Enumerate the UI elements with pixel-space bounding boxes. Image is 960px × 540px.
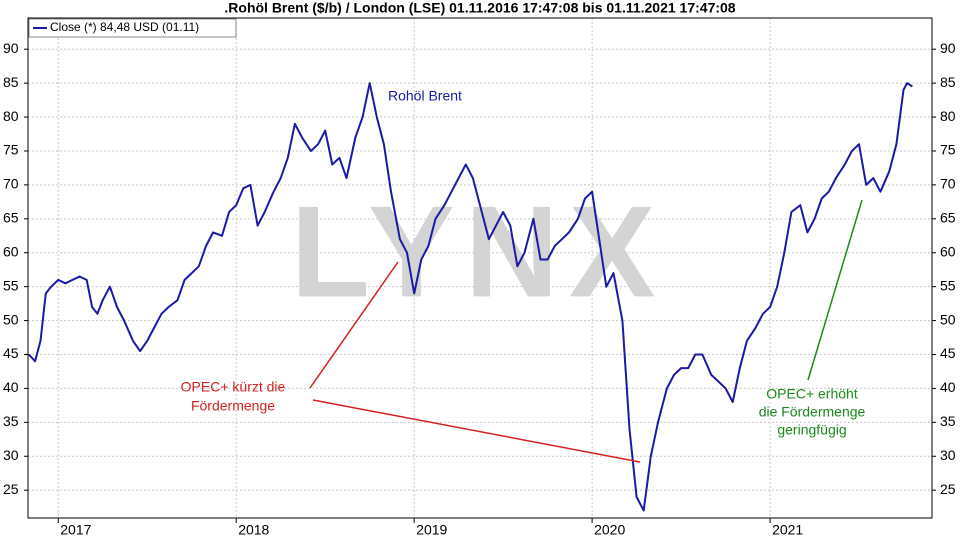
y-tick-label: 35 — [3, 413, 19, 429]
legend-box — [28, 18, 237, 38]
y2-tick-label: 80 — [940, 108, 956, 124]
y2-tick-label: 30 — [940, 447, 956, 463]
plot-area — [28, 82, 913, 512]
y-tick-label: 40 — [3, 379, 19, 395]
y-tick-label: 85 — [3, 74, 19, 90]
annotation-arrow — [309, 261, 399, 389]
y2-tick-label: 60 — [940, 243, 956, 259]
price-line — [28, 82, 913, 512]
y-tick-label: 75 — [3, 142, 19, 158]
y2-tick-label: 75 — [940, 142, 956, 158]
y-tick-label: 90 — [3, 40, 19, 56]
annotation: geringfügig — [777, 422, 846, 438]
y-tick-label: 65 — [3, 210, 19, 226]
annotation: die Fördermenge — [759, 404, 866, 420]
y2-tick-label: 55 — [940, 277, 956, 293]
x-tick-label: 2018 — [238, 522, 269, 538]
y2-tick-label: 45 — [940, 345, 956, 361]
grid — [28, 18, 932, 518]
y-tick-label: 25 — [3, 481, 19, 497]
y2-tick-label: 85 — [940, 74, 956, 90]
y2-tick-label: 40 — [940, 379, 956, 395]
y2-tick-label: 70 — [940, 176, 956, 192]
plot-frame — [27, 17, 933, 519]
y-tick-label: 70 — [3, 176, 19, 192]
x-tick-label: 2017 — [60, 522, 91, 538]
legend: Close (*) 84,48 USD (01.11) — [28, 18, 237, 38]
y-tick-label: 60 — [3, 243, 19, 259]
x-tick-label: 2019 — [416, 522, 447, 538]
annotation-arrow — [312, 399, 641, 463]
y2-tick-label: 50 — [940, 311, 956, 327]
legend-label: Close (*) 84,48 USD (01.11) — [50, 20, 199, 34]
annotation: OPEC+ erhöht — [766, 386, 858, 402]
y-tick-label: 55 — [3, 277, 19, 293]
y2-tick-label: 35 — [940, 413, 956, 429]
annotation: Rohöl Brent — [388, 88, 462, 104]
annotation: OPEC+ kürzt die — [181, 379, 286, 395]
y2-tick-label: 65 — [940, 210, 956, 226]
x-tick-label: 2021 — [772, 522, 803, 538]
y-tick-label: 50 — [3, 311, 19, 327]
x-tick-label: 2020 — [594, 522, 625, 538]
y-tick-label: 30 — [3, 447, 19, 463]
y2-tick-label: 90 — [940, 40, 956, 56]
annotation: Fördermenge — [191, 398, 275, 414]
y2-tick-label: 25 — [940, 481, 956, 497]
annotation-arrow — [807, 199, 863, 381]
chart-title: .Rohöl Brent ($/b) / London (LSE) 01.11.… — [224, 0, 735, 16]
y-tick-label: 80 — [3, 108, 19, 124]
y-tick-label: 45 — [3, 345, 19, 361]
